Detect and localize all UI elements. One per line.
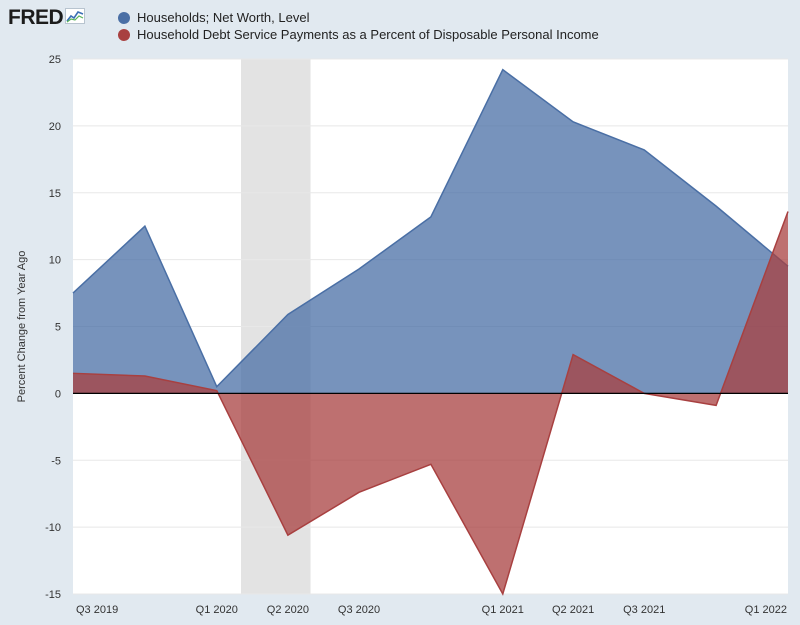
x-tick-label: Q1 2022 — [745, 604, 787, 616]
y-tick-label: -15 — [45, 589, 61, 601]
chart-legend: Households; Net Worth, Level Household D… — [118, 9, 599, 43]
y-tick-label: -5 — [51, 455, 61, 467]
series-area-0 — [73, 69, 788, 394]
legend-item-net-worth[interactable]: Households; Net Worth, Level — [118, 9, 599, 26]
chart-header: FRED Households; Net Worth, Level Househ… — [0, 0, 800, 50]
y-tick-label: 25 — [49, 54, 61, 66]
x-tick-label: Q2 2021 — [552, 604, 594, 616]
y-tick-label: -10 — [45, 522, 61, 534]
legend-swatch-debt-service — [118, 28, 130, 41]
legend-label-net-worth: Households; Net Worth, Level — [137, 10, 310, 25]
y-tick-label: 0 — [55, 388, 61, 400]
y-axis-title: Percent Change from Year Ago — [16, 251, 28, 403]
x-tick-label: Q3 2021 — [623, 604, 665, 616]
y-tick-label: 20 — [49, 121, 61, 133]
fred-chart-icon — [65, 7, 86, 29]
y-tick-label: 5 — [55, 322, 61, 334]
fred-logo[interactable]: FRED — [8, 6, 86, 30]
series-area-1 — [73, 211, 788, 594]
legend-swatch-net-worth — [118, 11, 130, 24]
legend-label-debt-service: Household Debt Service Payments as a Per… — [137, 27, 599, 42]
x-tick-label: Q1 2020 — [196, 604, 238, 616]
x-tick-label: Q2 2020 — [267, 604, 309, 616]
x-tick-label: Q3 2019 — [76, 604, 118, 616]
y-tick-label: 15 — [49, 188, 61, 200]
legend-item-debt-service[interactable]: Household Debt Service Payments as a Per… — [118, 26, 599, 43]
fred-logo-text: FRED — [8, 6, 64, 29]
y-tick-label: 10 — [49, 255, 61, 267]
x-tick-label: Q1 2021 — [482, 604, 524, 616]
x-tick-label: Q3 2020 — [338, 604, 380, 616]
